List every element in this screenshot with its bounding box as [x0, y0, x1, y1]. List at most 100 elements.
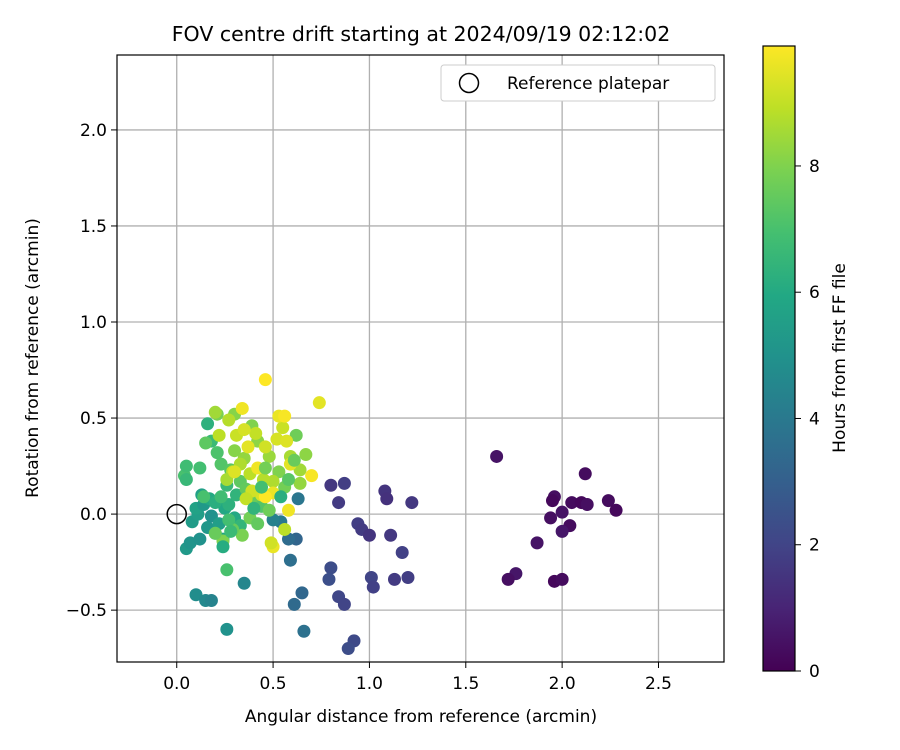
data-point: [258, 461, 272, 475]
data-point: [222, 413, 236, 427]
reference-platepar-marker: [166, 503, 187, 525]
data-point: [214, 457, 228, 471]
data-point: [324, 478, 338, 492]
data-point: [287, 597, 301, 611]
grid: [117, 55, 724, 662]
data-point: [228, 465, 242, 479]
data-point: [565, 496, 579, 510]
x-tick-label: 0.5: [260, 674, 287, 694]
colorbar: [762, 45, 796, 672]
colorbar-tick-label: 2: [809, 536, 820, 556]
data-point: [255, 480, 269, 494]
data-point: [210, 446, 224, 460]
data-point: [295, 586, 309, 600]
y-tick-label: 2.0: [80, 121, 107, 141]
data-point: [212, 428, 226, 442]
legend-open-circle-icon: [458, 72, 480, 94]
data-point: [235, 528, 249, 542]
x-tick-label: 1.0: [356, 674, 383, 694]
data-point: [501, 572, 515, 586]
data-point: [555, 572, 569, 586]
data-point: [251, 517, 265, 531]
colorbar-tick-label: 0: [809, 662, 820, 682]
data-point: [204, 594, 218, 608]
data-point: [278, 409, 292, 423]
data-point: [258, 373, 272, 387]
legend: Reference platepar: [440, 64, 716, 102]
data-point: [276, 421, 290, 435]
data-point: [179, 459, 193, 473]
data-point: [201, 417, 215, 431]
data-point: [490, 449, 504, 463]
data-point: [220, 622, 234, 636]
data-point: [283, 553, 297, 567]
data-point: [405, 496, 419, 510]
data-point: [179, 473, 193, 487]
y-axis-label: Rotation from reference (arcmin): [23, 218, 43, 498]
data-point: [262, 503, 276, 517]
y-tick-label: 1.0: [80, 313, 107, 333]
scatter-points: [177, 373, 623, 656]
x-tick-label: 2.5: [645, 674, 672, 694]
data-point: [247, 501, 261, 515]
data-point: [287, 453, 301, 467]
data-point: [530, 536, 544, 550]
data-point: [545, 494, 559, 508]
data-point: [293, 463, 307, 477]
data-point: [228, 444, 242, 458]
data-point: [282, 503, 296, 517]
x-axis-ticks: 0.0 0.5 1.0 1.5 2.0 2.5: [163, 662, 672, 694]
plot-area: [117, 55, 724, 662]
data-point: [193, 461, 207, 475]
data-point: [189, 588, 203, 602]
y-tick-label: −0.5: [66, 601, 107, 621]
data-point: [197, 490, 211, 504]
data-point: [555, 524, 569, 538]
data-point: [216, 540, 230, 554]
data-point: [224, 524, 238, 538]
data-point: [241, 440, 255, 454]
data-point: [305, 469, 319, 483]
data-point: [555, 505, 569, 519]
data-point: [332, 496, 346, 510]
x-tick-label: 0.0: [163, 674, 190, 694]
data-point: [208, 405, 222, 419]
x-tick-label: 1.5: [452, 674, 479, 694]
data-point: [274, 490, 288, 504]
legend-box: [440, 64, 716, 102]
data-point: [235, 401, 249, 415]
plot-frame: [116, 54, 725, 663]
data-point: [578, 467, 592, 481]
data-point: [580, 497, 594, 511]
data-point: [270, 432, 284, 446]
data-point: [282, 473, 296, 487]
data-point: [266, 474, 280, 488]
colorbar-tick-label: 4: [809, 409, 820, 429]
colorbar-label: Hours from first FF file: [830, 263, 850, 453]
data-point: [220, 563, 234, 577]
data-point: [249, 426, 263, 440]
data-point: [387, 572, 401, 586]
data-point: [237, 576, 251, 590]
data-point: [312, 396, 326, 410]
data-point: [280, 434, 294, 448]
data-point: [362, 528, 376, 542]
data-point: [289, 428, 303, 442]
y-tick-label: 0.5: [80, 409, 107, 429]
data-point: [401, 570, 415, 584]
colorbar-tick-label: 8: [809, 157, 820, 177]
data-point: [322, 572, 336, 586]
data-point: [239, 492, 253, 506]
chart-title: FOV centre drift starting at 2024/09/19 …: [172, 22, 671, 46]
legend-label: Reference platepar: [507, 74, 669, 94]
data-point: [278, 522, 292, 536]
data-point: [272, 465, 286, 479]
colorbar-ticks: 0 2 4 6 8: [795, 157, 820, 682]
data-point: [384, 528, 398, 542]
data-point: [341, 642, 355, 656]
data-point: [193, 532, 207, 546]
data-point: [324, 561, 338, 575]
y-tick-label: 0.0: [80, 505, 107, 525]
data-point: [237, 423, 251, 437]
